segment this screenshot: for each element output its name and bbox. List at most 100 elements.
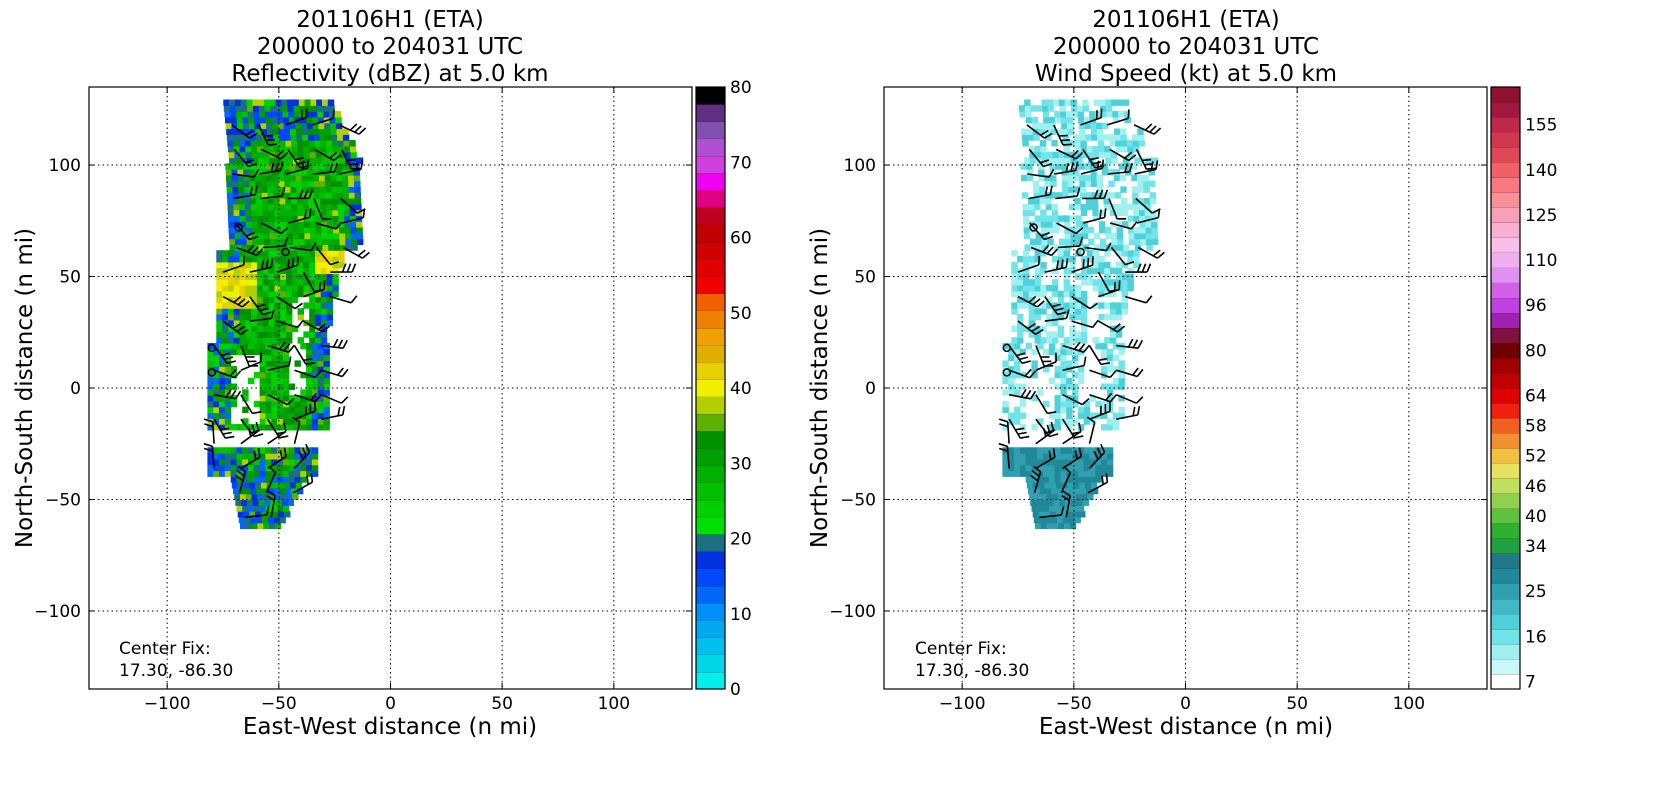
- field-cell: [1026, 163, 1032, 169]
- field-cell: [235, 100, 241, 106]
- x-tick-label: 100: [598, 694, 630, 714]
- field-cell: [257, 291, 263, 297]
- field-cell: [1068, 482, 1074, 488]
- field-cell: [1046, 285, 1052, 291]
- field-cell: [322, 233, 328, 239]
- field-cell: [1119, 163, 1125, 169]
- field-cell: [1055, 163, 1061, 169]
- field-cell: [251, 215, 257, 221]
- field-cell: [257, 285, 263, 291]
- field-cell: [207, 401, 213, 407]
- colorbar-bin: [1491, 674, 1520, 689]
- field-cell: [1116, 146, 1122, 152]
- field-cell: [314, 134, 320, 140]
- field-cell: [1024, 233, 1030, 239]
- field-cell: [265, 459, 271, 465]
- field-cell: [284, 163, 290, 169]
- colorbar-bin: [696, 87, 725, 105]
- field-cell: [239, 198, 245, 204]
- field-cell: [312, 471, 318, 477]
- field-cell: [1024, 158, 1030, 164]
- field-cell: [228, 279, 234, 285]
- field-cell: [1017, 256, 1023, 262]
- field-cell: [254, 117, 260, 123]
- field-cell: [335, 111, 341, 117]
- field-cell: [280, 291, 286, 297]
- colorbar-tick-label: 30: [730, 454, 752, 474]
- field-cell: [1091, 129, 1097, 135]
- field-cell: [309, 256, 315, 262]
- field-cell: [1024, 227, 1030, 233]
- x-axis-label: East-West distance (n mi): [243, 714, 537, 740]
- colorbar-bin: [696, 173, 725, 191]
- field-cell: [259, 500, 265, 506]
- field-cell: [231, 447, 237, 453]
- field-cell: [1107, 418, 1113, 424]
- x-tick-label: 50: [1286, 694, 1308, 714]
- field-cell: [1151, 221, 1157, 227]
- field-cell: [350, 146, 356, 152]
- field-cell: [1133, 146, 1139, 152]
- field-cell: [286, 215, 292, 221]
- field-cell: [1071, 500, 1077, 506]
- field-cell: [1081, 279, 1087, 285]
- colorbar-bin: [1491, 373, 1520, 388]
- field-cell: [1062, 129, 1068, 135]
- field-cell: [325, 186, 331, 192]
- field-cell: [260, 117, 266, 123]
- colorbar-tick-label: 40: [1525, 507, 1547, 527]
- field-cell: [344, 146, 350, 152]
- field-cell: [333, 215, 339, 221]
- field-cell: [252, 221, 258, 227]
- field-cell: [1097, 181, 1103, 187]
- field-cell: [1052, 285, 1058, 291]
- field-cell: [1144, 198, 1150, 204]
- field-cell: [273, 482, 279, 488]
- field-cell: [306, 378, 312, 384]
- chart-title-line: Wind Speed (kt) at 5.0 km: [1035, 61, 1337, 87]
- field-cell: [1105, 233, 1111, 239]
- field-cell: [244, 482, 250, 488]
- field-cell: [245, 279, 251, 285]
- field-cell: [292, 268, 298, 274]
- field-cell: [277, 418, 283, 424]
- field-cell: [225, 343, 231, 349]
- field-cell: [1087, 146, 1093, 152]
- field-cell: [1017, 285, 1023, 291]
- field-cell: [1081, 308, 1087, 314]
- field-cell: [1090, 476, 1096, 482]
- field-cell: [1047, 523, 1053, 529]
- field-cell: [1075, 215, 1081, 221]
- field-cell: [233, 488, 239, 494]
- field-cell: [251, 326, 257, 332]
- field-cell: [250, 488, 256, 494]
- field-cell: [1055, 366, 1061, 372]
- field-cell: [280, 279, 286, 285]
- field-cell: [339, 233, 345, 239]
- field-cell: [261, 186, 267, 192]
- field-cell: [274, 262, 280, 268]
- colorbar-bin: [1491, 403, 1520, 418]
- field-cell: [242, 343, 248, 349]
- field-cell: [355, 204, 361, 210]
- field-cell: [1105, 227, 1111, 233]
- field-cell: [308, 134, 314, 140]
- field-cell: [277, 117, 283, 123]
- field-cell: [351, 233, 357, 239]
- field-cell: [236, 111, 242, 117]
- field-cell: [324, 378, 330, 384]
- field-cell: [1041, 215, 1047, 221]
- field-cell: [1078, 111, 1084, 117]
- field-cell: [1014, 389, 1020, 395]
- field-cell: [1026, 465, 1032, 471]
- field-cell: [216, 320, 222, 326]
- field-cell: [258, 239, 264, 245]
- field-cell: [1075, 140, 1081, 146]
- field-cell: [1034, 517, 1040, 523]
- field-cell: [260, 413, 266, 419]
- field-cell: [277, 505, 283, 511]
- field-cell: [1099, 221, 1105, 227]
- field-cell: [331, 175, 337, 181]
- field-cell: [216, 302, 222, 308]
- field-cell: [249, 169, 255, 175]
